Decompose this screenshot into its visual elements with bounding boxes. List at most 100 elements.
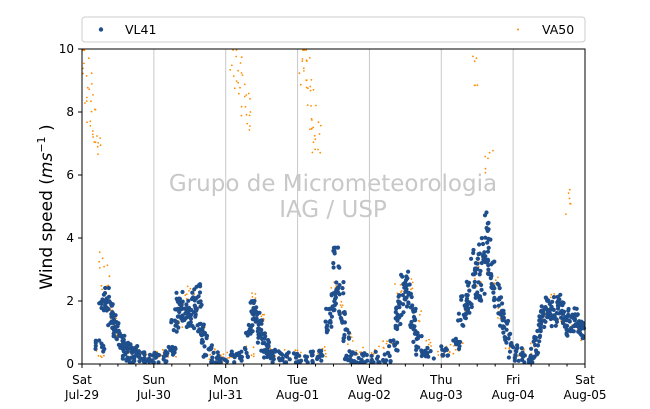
data-point: [577, 330, 582, 335]
data-point: [255, 340, 260, 345]
data-point: [400, 290, 403, 292]
data-point: [213, 360, 218, 365]
data-point: [501, 330, 506, 335]
data-point: [503, 337, 508, 342]
data-point: [398, 321, 403, 327]
data-point: [449, 343, 452, 346]
x-tick-label: Tue Aug-01: [276, 373, 319, 402]
data-point: [237, 69, 240, 72]
data-point: [184, 324, 189, 330]
data-point: [240, 105, 243, 108]
data-point: [249, 111, 252, 113]
data-point: [486, 220, 491, 225]
data-point: [331, 261, 336, 266]
data-point: [91, 130, 94, 132]
data-point: [239, 358, 244, 363]
data-point: [86, 86, 89, 89]
data-point: [472, 279, 477, 284]
data-point: [240, 114, 243, 117]
data-point: [103, 354, 105, 357]
data-point: [535, 352, 540, 357]
data-point: [512, 358, 518, 363]
data-point: [409, 319, 414, 325]
data-point: [125, 355, 130, 360]
data-point: [245, 113, 248, 116]
data-point: [266, 338, 271, 343]
data-point: [555, 300, 560, 305]
data-point: [386, 351, 391, 356]
data-point: [482, 213, 488, 218]
data-point: [549, 324, 554, 329]
data-point: [480, 241, 486, 247]
data-point: [161, 348, 164, 351]
data-point: [306, 60, 308, 62]
data-point: [571, 329, 576, 334]
data-point: [317, 354, 322, 360]
data-point: [539, 319, 544, 324]
data-point: [287, 357, 292, 362]
data-point: [174, 290, 179, 295]
x-tick-date: Aug-01: [276, 388, 319, 402]
data-point: [303, 49, 306, 51]
data-point: [246, 122, 249, 125]
data-point: [173, 307, 178, 312]
data-point: [127, 360, 132, 365]
data-point: [197, 282, 203, 287]
x-tick-date: Jul-29: [64, 388, 99, 402]
data-point: [294, 349, 297, 352]
data-point: [550, 299, 555, 304]
data-point: [406, 269, 411, 274]
data-point: [147, 352, 153, 357]
data-point: [243, 95, 246, 98]
data-point: [129, 347, 134, 352]
data-point: [467, 288, 472, 293]
x-tick-label: Mon Jul-31: [208, 373, 243, 402]
data-point: [122, 333, 127, 338]
data-point: [344, 353, 349, 358]
data-point: [479, 282, 484, 288]
data-point: [394, 283, 396, 285]
data-point: [488, 151, 491, 154]
data-point: [484, 226, 489, 231]
data-point: [529, 346, 534, 351]
data-point: [185, 314, 190, 319]
data-point: [181, 326, 184, 328]
data-point: [300, 351, 302, 354]
data-point: [209, 360, 214, 365]
data-point: [232, 75, 235, 77]
data-point: [555, 303, 561, 308]
data-point: [569, 203, 572, 205]
data-point: [549, 305, 554, 310]
data-point: [82, 49, 85, 51]
data-point: [492, 286, 497, 291]
data-point: [330, 287, 333, 289]
data-point: [458, 317, 463, 323]
data-point: [153, 355, 158, 360]
data-point: [448, 351, 451, 354]
data-point: [310, 105, 312, 107]
data-point: [192, 326, 197, 331]
data-point: [537, 333, 543, 338]
data-point: [414, 344, 419, 349]
data-point: [88, 88, 91, 91]
data-point: [411, 327, 416, 332]
data-point: [420, 310, 423, 312]
data-point: [553, 293, 556, 295]
x-tick-label: Thu Aug-03: [420, 373, 463, 402]
data-point: [406, 301, 411, 306]
data-point: [200, 325, 205, 330]
data-point: [270, 351, 275, 356]
data-point: [93, 141, 95, 143]
data-point: [91, 133, 94, 136]
data-point: [346, 336, 352, 341]
data-point: [215, 350, 220, 355]
data-point: [309, 353, 314, 358]
data-point: [475, 261, 480, 266]
watermark-line-2: IAG / USP: [279, 197, 387, 223]
data-point: [235, 55, 238, 58]
data-point: [100, 356, 103, 359]
data-point: [347, 349, 352, 354]
data-point: [174, 329, 179, 334]
data-point: [259, 318, 264, 323]
